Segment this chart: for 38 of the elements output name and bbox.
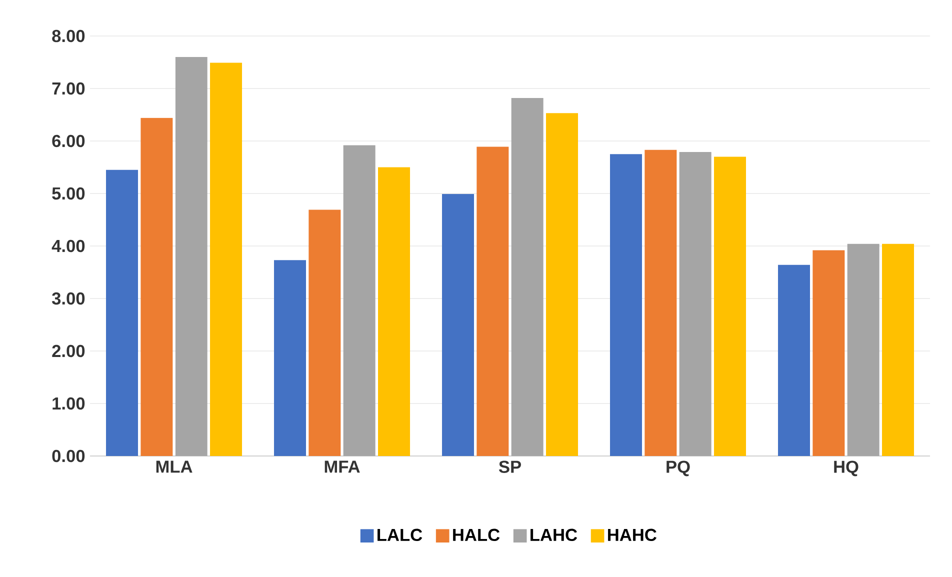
bar: [442, 194, 474, 456]
legend-label: HAHC: [608, 528, 656, 542]
legend-label: LAHC: [530, 528, 578, 542]
legend-label: LALC: [378, 528, 422, 542]
bar: [679, 152, 712, 456]
y-tick-label: 7.00: [52, 82, 85, 95]
bar: [511, 98, 544, 456]
bar: [778, 264, 810, 456]
y-tick-label: 1.00: [52, 397, 85, 410]
bar: [274, 260, 306, 456]
bar: [714, 156, 746, 456]
bar: [476, 146, 509, 456]
y-tick-label: 4.00: [52, 240, 85, 252]
bar: [210, 62, 242, 456]
x-tick-label: HQ: [834, 460, 858, 476]
bar: [546, 113, 578, 456]
legend-label: HALC: [453, 528, 500, 542]
bar: [882, 244, 914, 456]
y-tick-label: 3.00: [52, 292, 85, 305]
y-tick-label: 6.00: [52, 134, 85, 148]
bar: [175, 57, 208, 456]
y-tick-label: 5.00: [52, 187, 85, 200]
bar: [140, 118, 173, 456]
bar: [343, 145, 376, 456]
x-tick-label: SP: [498, 460, 521, 473]
bar: [610, 154, 642, 456]
bar: [378, 167, 410, 456]
bar: [812, 250, 845, 456]
bar: [106, 170, 138, 456]
y-tick-label: 0.00: [52, 450, 85, 462]
bar: [308, 210, 341, 456]
x-tick-label: MFA: [324, 460, 360, 473]
y-tick-label: 8.00: [52, 30, 85, 42]
x-tick-label: MLA: [156, 460, 192, 473]
bar: [644, 150, 677, 456]
y-tick-label: 2.00: [52, 344, 85, 358]
bar: [847, 244, 880, 456]
x-tick-label: PQ: [666, 460, 690, 476]
